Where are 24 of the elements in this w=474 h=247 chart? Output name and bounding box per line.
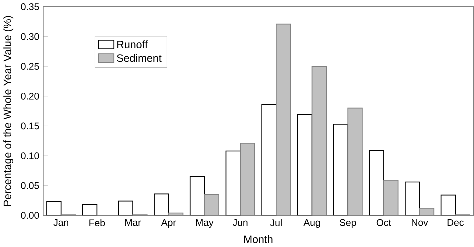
x-tick-label: Dec <box>448 219 464 226</box>
x-tick-label: Nov <box>412 219 428 226</box>
y-tick-label: 0.15 <box>21 122 40 130</box>
x-tick-label: Sep <box>340 219 356 228</box>
x-tick-label: May <box>196 219 214 228</box>
x-tick-label: Aug <box>304 219 320 228</box>
y-tick-label: 0.10 <box>21 152 40 160</box>
y-tick-label: 0.35 <box>21 4 40 10</box>
x-tick-label: Feb <box>90 219 106 227</box>
y-tick-label: 0.20 <box>21 93 40 100</box>
legend-label: Runoff <box>118 40 148 49</box>
legend-label: Sediment <box>117 54 162 62</box>
x-tick-label: Mar <box>126 219 142 226</box>
y-tick-label: 0.25 <box>21 63 40 70</box>
y-tick-label: 0.30 <box>21 33 40 40</box>
x-axis-title: Month <box>244 236 273 244</box>
x-tick-label: Jul <box>270 219 282 227</box>
x-tick-label: Jun <box>232 219 248 226</box>
y-tick-label: 0.05 <box>21 182 40 190</box>
x-tick-label: Apr <box>161 219 176 228</box>
y-axis-title: Percentage of the Whole Year Value (%) <box>4 16 14 206</box>
y-tick-label: 0.00 <box>21 212 40 220</box>
x-tick-label: Oct <box>376 219 392 226</box>
x-tick-label: Jan <box>54 219 68 226</box>
